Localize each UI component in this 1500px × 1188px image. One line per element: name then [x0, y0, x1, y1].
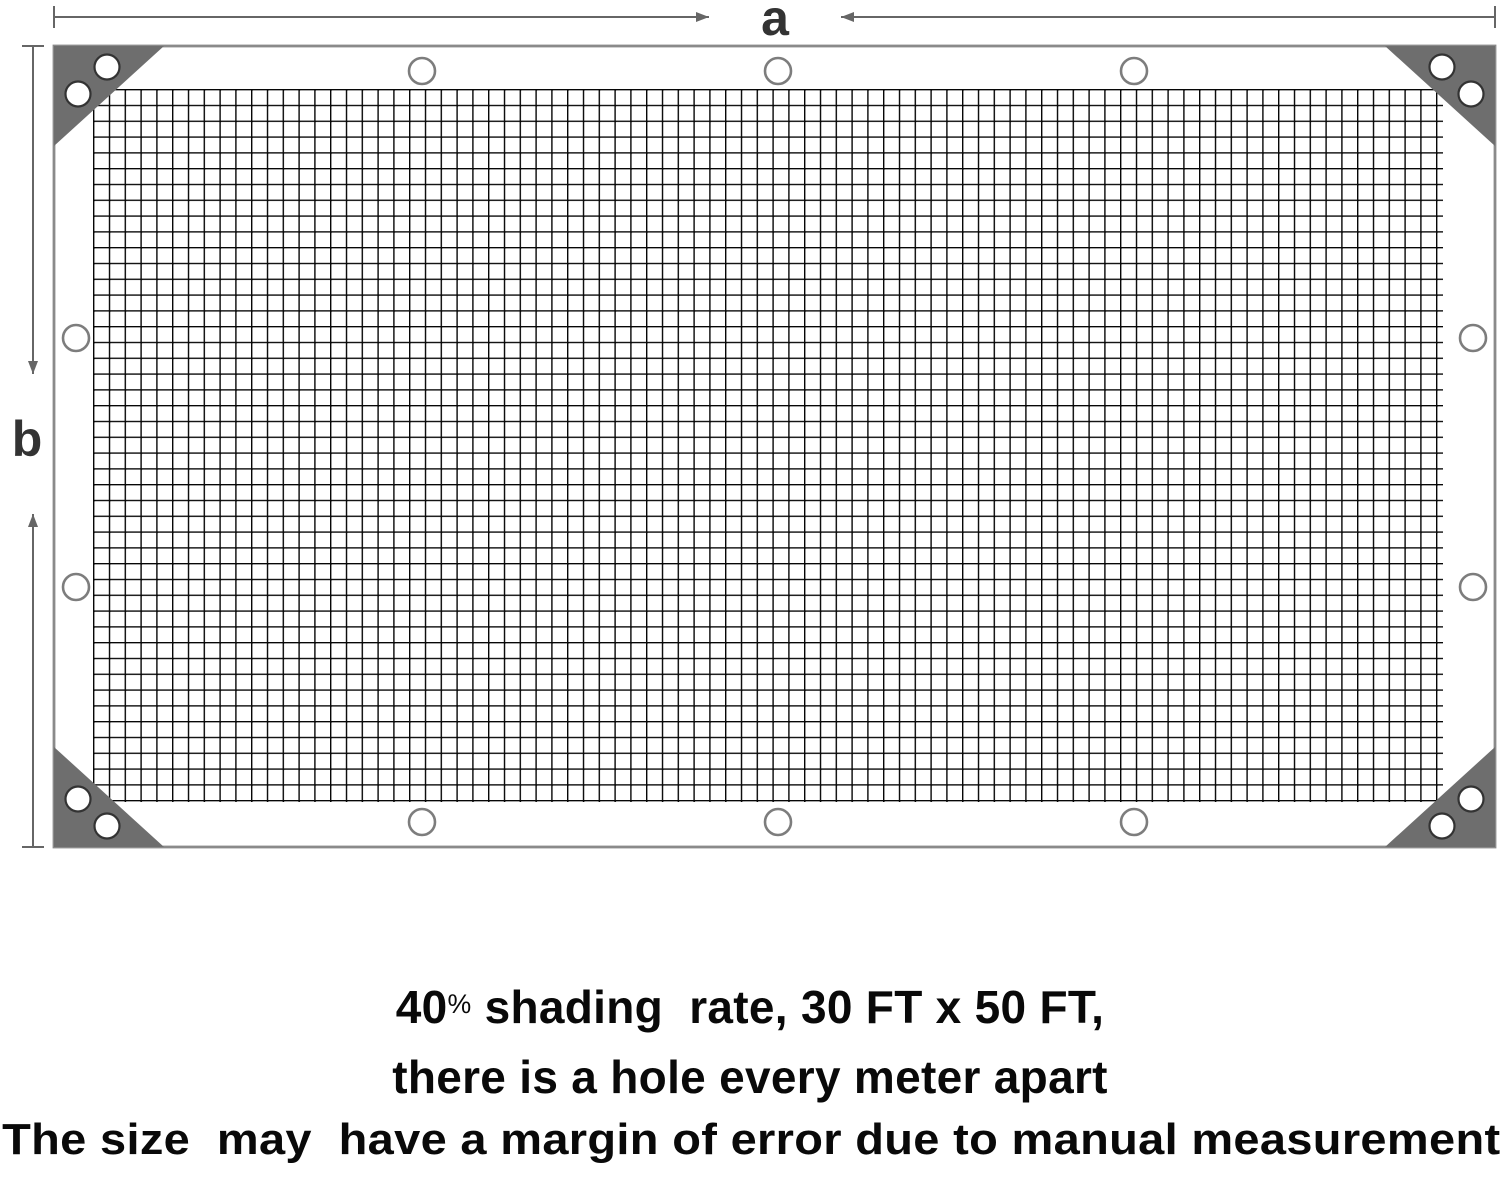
svg-text:a: a [761, 0, 790, 46]
svg-text:b: b [12, 411, 43, 467]
